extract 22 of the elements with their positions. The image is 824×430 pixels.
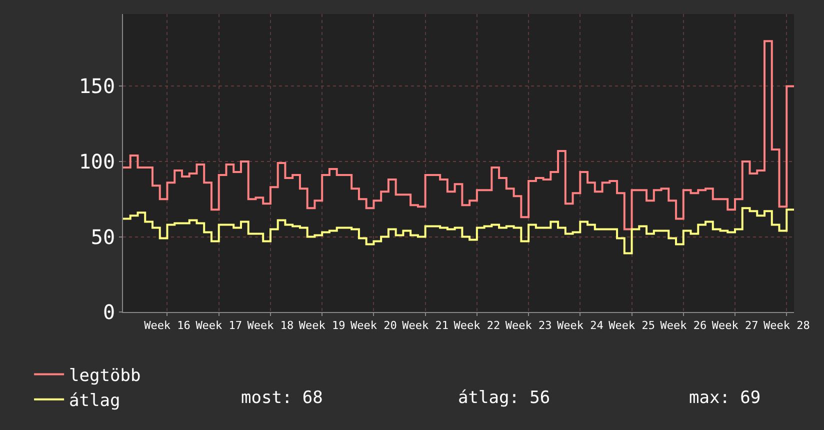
x-tick-label: Week 17 (196, 319, 242, 332)
x-tick-label: Week 21 (402, 319, 448, 332)
x-tick-label: Week 23 (505, 319, 552, 332)
legend-label: átlag (69, 390, 120, 411)
x-tick-label: Week 28 (763, 319, 810, 332)
text: átlag: 56 (458, 388, 550, 408)
text: most: 68 (241, 388, 323, 408)
y-tick-label: 50 (90, 224, 115, 249)
x-tick-label: Week 27 (712, 319, 758, 332)
x-tick-label: Week 19 (298, 319, 346, 332)
x-tick-label: Week 16 (144, 319, 190, 332)
x-tick-label: Week 26 (660, 319, 707, 332)
x-tick-label: Week 20 (350, 319, 397, 332)
y-tick-label: 0 (102, 300, 115, 324)
y-tick-label: 150 (78, 74, 115, 98)
x-tick-label: Week 24 (556, 319, 604, 332)
legend-label: legtöbb (69, 366, 141, 386)
x-tick-label: Week 22 (454, 319, 500, 332)
x-tick-label: Week 18 (247, 319, 294, 332)
x-tick-label: Week 25 (608, 319, 655, 332)
text: max: 69 (689, 388, 761, 408)
y-tick-label: 100 (78, 149, 115, 174)
